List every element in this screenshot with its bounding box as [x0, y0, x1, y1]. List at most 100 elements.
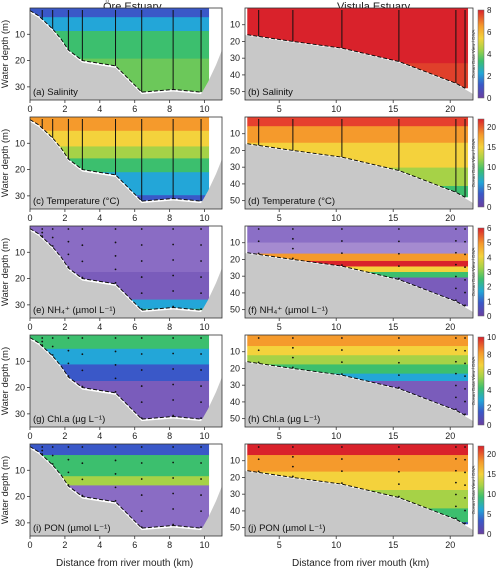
- sample-point: [455, 469, 457, 472]
- sample-point: [140, 260, 143, 262]
- panel-frame: [29, 334, 223, 428]
- color-band: [247, 373, 469, 382]
- sample-point: [140, 462, 143, 464]
- sample-point: [114, 241, 117, 244]
- x-tick-label: 6: [132, 104, 137, 114]
- sample-point: [291, 455, 294, 458]
- colorbar-tick-label: 2: [487, 72, 492, 81]
- sample-point: [200, 276, 202, 278]
- sample-point: [51, 245, 54, 247]
- sample-point: [464, 375, 466, 378]
- sample-point: [114, 228, 117, 230]
- sample-point: [291, 465, 294, 468]
- sample-point: [200, 526, 202, 529]
- seabed: [245, 361, 473, 427]
- sample-point: [140, 292, 143, 294]
- sample-point: [172, 305, 175, 308]
- sample-point: [455, 481, 457, 484]
- sample-point: [67, 266, 70, 268]
- sample-point: [114, 446, 117, 448]
- sample-point: [41, 235, 44, 238]
- sample-point: [41, 344, 44, 347]
- color-band: [30, 348, 210, 365]
- sample-point: [455, 372, 457, 375]
- sample-point: [140, 417, 143, 420]
- sample-point: [81, 276, 84, 279]
- seabed: [245, 252, 473, 318]
- color-band: [247, 335, 469, 347]
- colorbar-tick-label: 0: [487, 203, 492, 212]
- sample-point: [81, 228, 84, 230]
- sample-point: [464, 413, 466, 416]
- sample-point: [81, 446, 84, 448]
- panel-i: 0 2 4 6 8 10 10 20 30 (i) PON (µmol L⁻¹) Water dep…: [0, 443, 223, 550]
- sample-point: [172, 446, 175, 448]
- sample-point: [51, 446, 54, 448]
- sample-point: [464, 509, 466, 512]
- sample-point: [200, 494, 202, 496]
- sample-point: [455, 396, 457, 399]
- panel-label: (a) Salinity: [33, 87, 78, 98]
- sample-point: [140, 385, 143, 387]
- y-tick-label: 20: [15, 383, 25, 393]
- sample-point: [67, 458, 70, 461]
- sample-point: [200, 401, 202, 403]
- color-band: [247, 242, 469, 255]
- x-tick-label: 4: [97, 213, 102, 223]
- sample-point: [464, 228, 466, 230]
- panel-label: (i) PON (µmol L⁻¹): [33, 523, 111, 534]
- sample-point: [200, 417, 202, 420]
- sample-point: [67, 337, 70, 339]
- colorbar-tick-label: 4: [487, 253, 492, 262]
- sample-point: [51, 228, 54, 230]
- sample-point: [291, 247, 294, 250]
- y-tick-label: 10: [15, 356, 25, 366]
- sample-point: [114, 364, 117, 366]
- sample-point: [464, 362, 466, 365]
- x-tick-label: 8: [167, 213, 172, 223]
- panel-a: 0 2 4 6 8 10 10 20 30 (a) Salinity Water depth (m): [0, 7, 223, 114]
- sample-point: [341, 458, 343, 460]
- sample-point: [67, 362, 70, 365]
- colorbar-tick-label: 8: [487, 351, 492, 360]
- sample-point: [257, 349, 260, 352]
- y-axis-label: Water depth (m): [0, 20, 11, 88]
- sample-point: [291, 228, 294, 230]
- sample-point: [140, 244, 143, 246]
- sample-point: [114, 337, 117, 339]
- color-band: [247, 355, 469, 365]
- x-tick-label: 15: [388, 540, 398, 550]
- colorbar-tick-label: 15: [487, 143, 496, 152]
- sample-point: [291, 446, 294, 448]
- bottom-depth-line: [29, 337, 202, 420]
- sample-point: [341, 252, 343, 254]
- x-tick-label: 5: [277, 431, 282, 441]
- sample-point: [291, 366, 294, 369]
- sample-point: [398, 337, 400, 339]
- sample-point: [140, 526, 143, 529]
- panel-label: (e) NH₄⁺ (µmol L⁻¹): [33, 305, 116, 316]
- colorbar-tick-label: 0: [487, 312, 492, 321]
- sample-point: [140, 353, 143, 355]
- x-tick-label: 10: [331, 540, 341, 550]
- y-tick-label: 10: [230, 238, 240, 248]
- sample-point: [464, 278, 466, 281]
- sample-point: [67, 375, 70, 377]
- sample-point: [172, 352, 175, 355]
- sample-point: [464, 522, 466, 525]
- sample-point: [291, 346, 294, 349]
- colorbar-credit: Ocean Data View / DIVA: [471, 139, 476, 188]
- sample-point: [291, 257, 294, 260]
- colorbar: [477, 336, 485, 426]
- colorbar: [477, 118, 485, 208]
- panel-frame: [29, 116, 223, 210]
- sample-point: [341, 482, 343, 485]
- y-tick-label: 10: [230, 20, 240, 30]
- sample-point: [455, 251, 457, 254]
- colorbar-tick-label: 10: [487, 333, 496, 342]
- x-tick-label: 4: [97, 540, 102, 550]
- panel-frame: [244, 116, 474, 210]
- y-tick-label: 20: [230, 363, 240, 373]
- sample-point: [257, 470, 260, 473]
